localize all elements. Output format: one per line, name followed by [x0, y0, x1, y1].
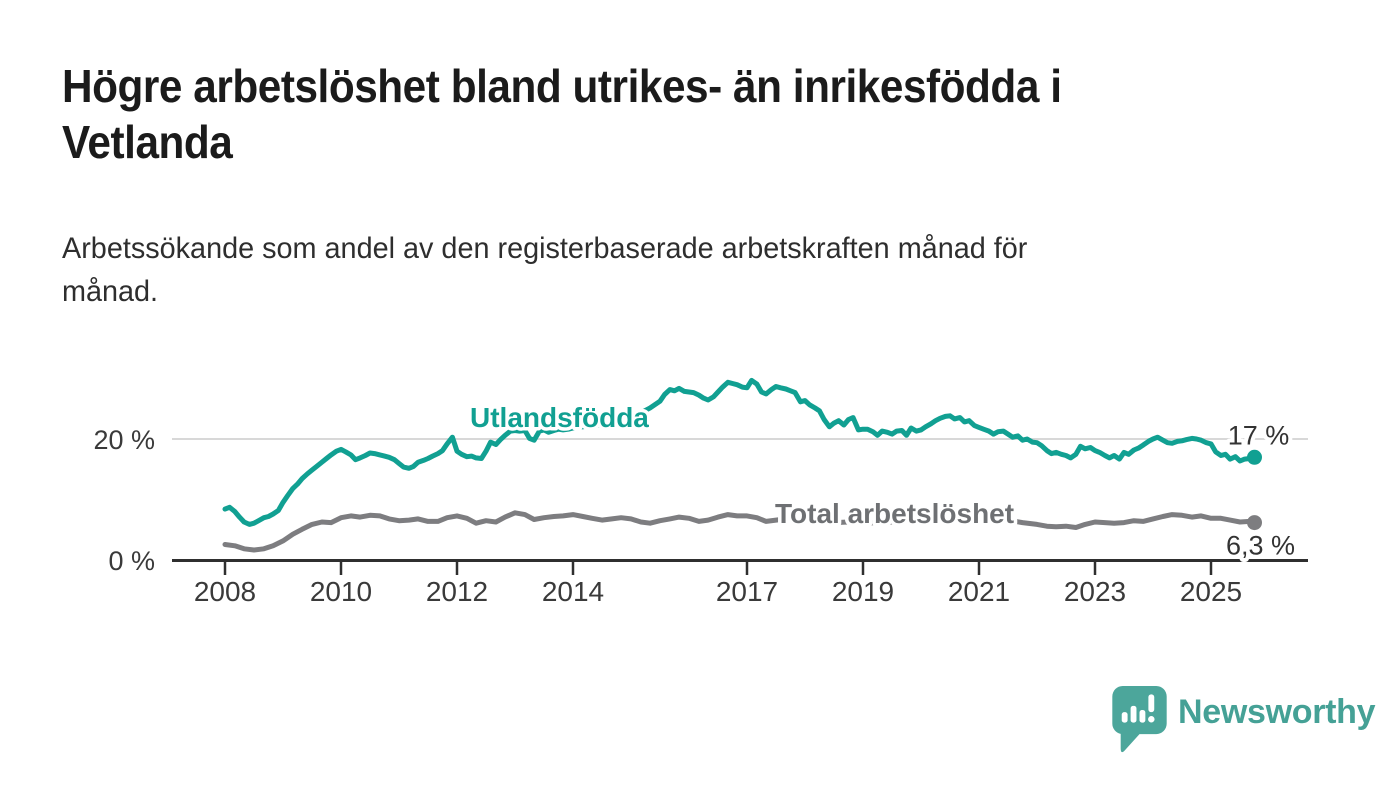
x-tick-label: 2023 [1064, 576, 1126, 607]
page-title-line-1: Högre arbetslöshet bland utrikes- än inr… [62, 60, 1062, 112]
x-tick-label: 2017 [716, 576, 778, 607]
x-tick-label: 2021 [948, 576, 1010, 607]
x-tick-label: 2019 [832, 576, 894, 607]
x-tick-label: 2008 [194, 576, 256, 607]
x-tick-label: 2012 [426, 576, 488, 607]
foreign-born-end-value: 17 % [1228, 420, 1290, 450]
foreign-born-series-label: Utlandsfödda [470, 402, 649, 433]
x-axis-ticks: 2008 2010 2012 2014 2017 2019 2021 2023 2025 [194, 562, 1242, 607]
x-tick-label: 2010 [310, 576, 372, 607]
total-unemployment-line [222, 510, 1257, 553]
page-subtitle: Arbetssökande som andel av den registerb… [62, 228, 1027, 313]
bar-chart-speech-bubble-icon [1112, 686, 1167, 753]
page-subtitle-line-2: månad. [62, 274, 159, 308]
total-end-value: 6,3 % [1226, 531, 1295, 561]
page-title: Högre arbetslöshet bland utrikes- än inr… [62, 58, 1062, 170]
total-end-dot [1247, 515, 1262, 531]
x-tick-label: 2025 [1180, 576, 1242, 607]
y-tick-label-20: 20 % [93, 425, 155, 455]
newsworthy-logo: Newsworthy [1112, 686, 1376, 755]
page-title-line-2: Vetlanda [62, 116, 233, 169]
brand-name: Newsworthy [1178, 693, 1376, 731]
logo-exclamation-bar [1148, 694, 1155, 713]
logo-bar-2 [1130, 705, 1137, 723]
total-series-label: Total arbetslöshet [775, 498, 1014, 529]
logo-exclamation-dot [1148, 716, 1155, 723]
logo-bar-3 [1139, 710, 1146, 723]
foreign-born-end-dot [1247, 449, 1262, 465]
x-tick-label: 2014 [542, 576, 604, 607]
y-tick-label-0: 0 % [108, 546, 155, 576]
page-subtitle-line-1: Arbetssökande som andel av den registerb… [62, 232, 1028, 265]
foreign-born-line [222, 377, 1257, 527]
logo-bar-1 [1121, 712, 1128, 723]
